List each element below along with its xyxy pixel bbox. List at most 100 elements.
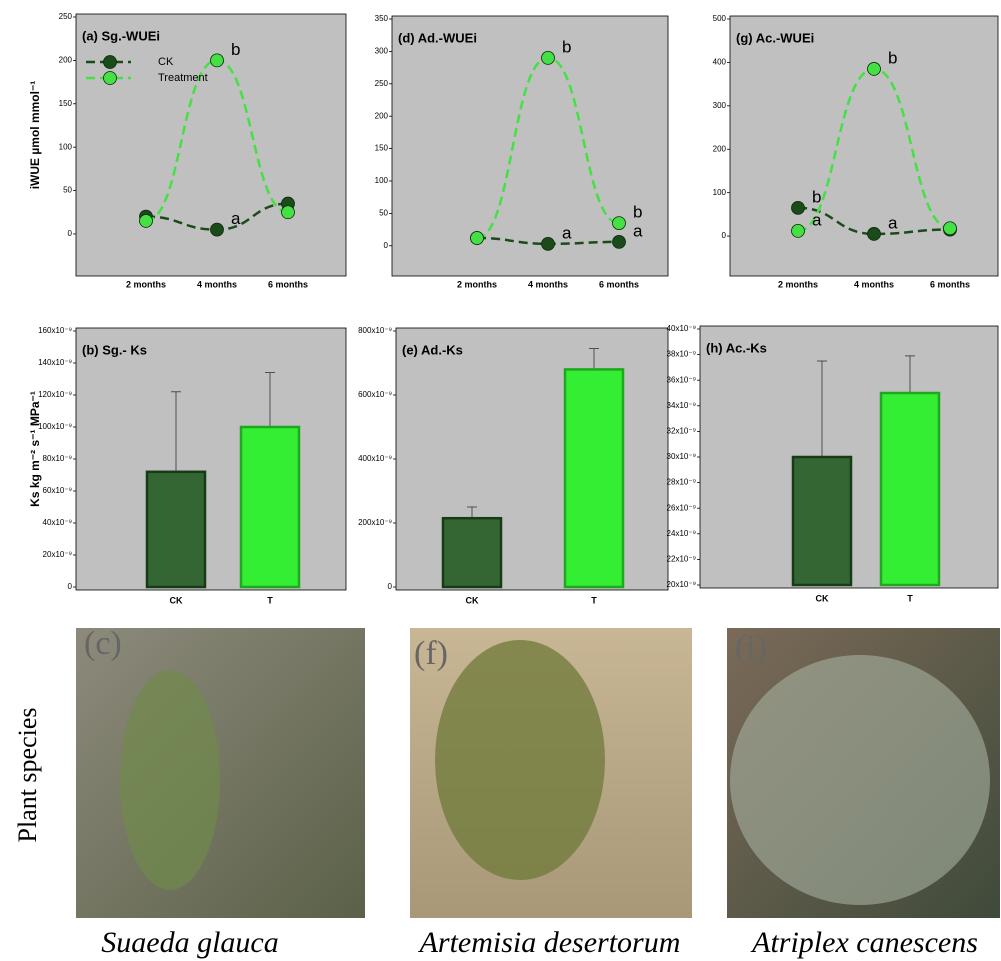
figure: (c) (f) (i) Suaeda glauca Artemisia dese… <box>0 0 1001 961</box>
significance-label: b <box>562 37 571 56</box>
marker <box>868 227 881 240</box>
y-tick-label: 300 <box>713 101 727 110</box>
y-tick-label: 0 <box>388 582 393 591</box>
y-tick-label: 50 <box>63 186 72 195</box>
marker <box>792 224 805 237</box>
marker <box>542 237 555 250</box>
y-tick-label: 22x10⁻⁹ <box>667 555 696 564</box>
y-tick-label: 200 <box>375 111 389 120</box>
y-axis-label: Ks kg m⁻² s⁻¹ MPa⁻¹ <box>28 391 42 507</box>
x-tick-label: T <box>907 593 913 603</box>
y-tick-label: 250 <box>59 12 73 21</box>
y-tick-label: 250 <box>375 79 389 88</box>
photo-panels <box>76 628 1000 918</box>
marker <box>613 217 626 230</box>
y-tick-label: 60x10⁻⁹ <box>43 486 72 495</box>
y-tick-label: 30x10⁻⁹ <box>667 452 696 461</box>
marker <box>211 54 224 67</box>
significance-label: b <box>231 40 240 59</box>
legend-marker <box>104 56 117 69</box>
y-tick-label: 400x10⁻⁹ <box>358 454 392 463</box>
y-tick-label: 120x10⁻⁹ <box>38 390 72 399</box>
bar <box>793 457 851 585</box>
y-tick-label: 28x10⁻⁹ <box>667 478 696 487</box>
y-tick-label: 20x10⁻⁹ <box>43 550 72 559</box>
significance-label: b <box>812 187 821 206</box>
chart-title: (a) Sg.-WUEi <box>82 28 160 43</box>
species-name: Suaeda glauca <box>101 926 278 959</box>
y-axis-label: iWUE µmol mmol⁻¹ <box>28 81 42 190</box>
y-tick-label: 300 <box>375 47 389 56</box>
chart-title: (e) Ad.-Ks <box>402 342 463 357</box>
marker <box>140 214 153 227</box>
x-tick-label: 2 months <box>126 279 166 289</box>
significance-label: a <box>633 221 643 240</box>
row-label: Plant species <box>13 707 42 842</box>
y-tick-label: 20x10⁻⁹ <box>667 580 696 589</box>
y-tick-label: 26x10⁻⁹ <box>667 503 696 512</box>
significance-label: a <box>231 209 241 228</box>
x-tick-label: T <box>267 595 273 605</box>
x-tick-label: 6 months <box>599 279 639 289</box>
y-tick-label: 38x10⁻⁹ <box>667 350 696 359</box>
plant-shape <box>120 670 220 890</box>
y-tick-label: 500 <box>713 14 727 23</box>
marker <box>792 201 805 214</box>
x-tick-label: CK <box>170 595 183 605</box>
photo-label: (c) <box>84 625 122 662</box>
x-tick-label: 4 months <box>854 279 894 289</box>
y-tick-label: 150 <box>59 99 73 108</box>
y-tick-label: 200 <box>59 55 73 64</box>
y-tick-label: 32x10⁻⁹ <box>667 427 696 436</box>
y-tick-label: 0 <box>68 582 73 591</box>
plot-area <box>730 16 998 276</box>
y-tick-label: 0 <box>722 231 727 240</box>
y-tick-label: 34x10⁻⁹ <box>667 401 696 410</box>
y-tick-label: 350 <box>375 14 389 23</box>
marker <box>613 235 626 248</box>
x-tick-label: 4 months <box>197 279 237 289</box>
marker <box>282 206 295 219</box>
marker <box>471 232 484 245</box>
y-tick-label: 50 <box>379 208 388 217</box>
plant-shape <box>435 640 605 880</box>
y-tick-label: 0 <box>384 241 389 250</box>
y-tick-label: 140x10⁻⁹ <box>38 358 72 367</box>
y-tick-label: 0 <box>68 229 73 238</box>
significance-label: b <box>633 203 642 222</box>
x-tick-label: 2 months <box>778 279 818 289</box>
bar <box>565 369 623 587</box>
y-tick-label: 100 <box>375 176 389 185</box>
plot-area <box>76 328 346 590</box>
plot-area <box>396 328 668 590</box>
legend-label: Treatment <box>158 72 208 84</box>
bar <box>241 427 299 587</box>
y-tick-label: 40x10⁻⁹ <box>667 324 696 333</box>
marker <box>542 51 555 64</box>
bar <box>443 518 501 587</box>
x-tick-label: 6 months <box>930 279 970 289</box>
y-tick-label: 600x10⁻⁹ <box>358 390 392 399</box>
plot-area <box>392 16 668 276</box>
x-tick-label: CK <box>466 595 479 605</box>
marker <box>211 223 224 236</box>
x-tick-label: T <box>591 595 597 605</box>
legend-label: CK <box>158 56 174 68</box>
x-tick-label: CK <box>816 593 829 603</box>
y-tick-label: 80x10⁻⁹ <box>43 454 72 463</box>
legend-marker <box>104 72 117 85</box>
y-tick-label: 100x10⁻⁹ <box>38 422 72 431</box>
y-tick-label: 200x10⁻⁹ <box>358 518 392 527</box>
x-tick-label: 4 months <box>528 279 568 289</box>
photo <box>76 628 365 918</box>
bar <box>147 472 205 587</box>
plant-shape <box>730 655 990 905</box>
species-name: Artemisia desertorum <box>418 926 681 959</box>
y-tick-label: 150 <box>375 144 389 153</box>
plot-area <box>76 14 346 276</box>
y-tick-label: 800x10⁻⁹ <box>358 326 392 335</box>
y-tick-label: 100 <box>713 188 727 197</box>
bar <box>881 393 939 585</box>
species-name: Atriplex canescens <box>750 926 978 959</box>
significance-label: b <box>888 48 897 67</box>
